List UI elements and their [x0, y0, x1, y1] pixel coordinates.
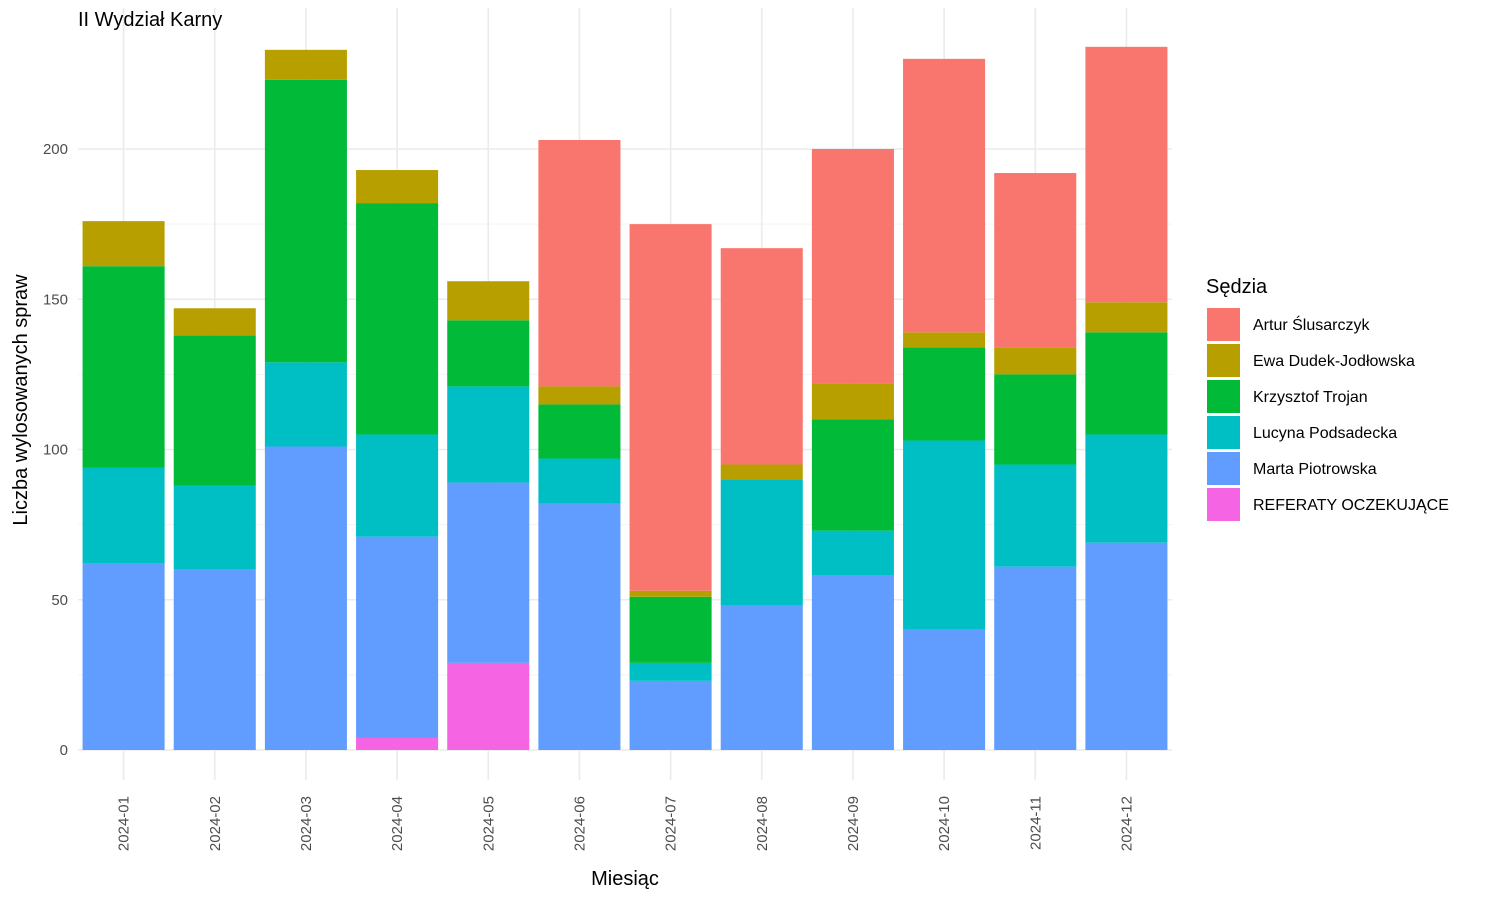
bar-segment — [1085, 434, 1168, 543]
legend-title: Sędzia — [1206, 276, 1268, 298]
bar-segment — [264, 79, 347, 363]
legend-entry-label: Krzysztof Trojan — [1253, 389, 1368, 406]
bar-segment — [538, 404, 621, 459]
x-tick-label: 2024-02 — [207, 796, 224, 851]
bar-segment — [629, 662, 712, 681]
bar-segment — [811, 149, 894, 384]
x-tick-label: 2024-09 — [845, 796, 862, 851]
legend-entry-label: Marta Piotrowska — [1253, 461, 1377, 478]
legend-entry-label: Lucyna Podsadecka — [1253, 425, 1397, 442]
bar-segment — [538, 503, 621, 750]
legend-entry-label: Ewa Dudek-Jodłowska — [1253, 353, 1415, 370]
bar-segment — [629, 590, 712, 597]
legend-swatch — [1207, 308, 1240, 341]
y-tick-label: 0 — [60, 742, 68, 759]
x-tick-label: 2024-10 — [936, 796, 953, 851]
bar-segment — [173, 335, 256, 486]
bar-segment — [903, 440, 986, 630]
bar-segment — [1085, 46, 1168, 303]
bar-segment — [1085, 302, 1168, 333]
bar-segment — [903, 347, 986, 441]
x-axis-title: Miesiąc — [591, 868, 659, 890]
legend-swatch — [1207, 380, 1240, 413]
bars — [82, 46, 1168, 750]
bar-segment — [447, 320, 530, 387]
x-tick-label: 2024-06 — [571, 796, 588, 851]
bar-segment — [447, 386, 530, 483]
bar-segment — [1085, 332, 1168, 435]
x-tick-label: 2024-07 — [663, 796, 680, 851]
y-axis-title: Liczba wylosowanych spraw — [10, 274, 32, 526]
bar-segment — [356, 170, 439, 204]
bar-segment — [903, 58, 986, 333]
bar-segment — [173, 485, 256, 570]
x-tick-label: 2024-01 — [116, 796, 133, 851]
x-tick-label: 2024-08 — [754, 796, 771, 851]
bar-segment — [720, 464, 803, 480]
bar-segment — [811, 383, 894, 420]
bar-segment — [811, 419, 894, 531]
bar-segment — [173, 308, 256, 336]
legend-entry-label: Artur Ślusarczyk — [1253, 315, 1370, 334]
chart-title: II Wydział Karny — [78, 9, 222, 31]
bar-segment — [447, 482, 530, 663]
bar-segment — [629, 224, 712, 591]
bar-segment — [538, 458, 621, 504]
bar-segment — [903, 332, 986, 348]
legend-swatch — [1207, 344, 1240, 377]
x-tick-label: 2024-04 — [389, 796, 406, 851]
bar-segment — [994, 173, 1077, 348]
bar-segment — [538, 139, 621, 387]
bar-segment — [720, 248, 803, 465]
legend-swatch — [1207, 452, 1240, 485]
y-tick-label: 150 — [43, 291, 68, 308]
bar-segment — [82, 467, 165, 564]
bar-segment — [538, 386, 621, 405]
bar-segment — [264, 49, 347, 80]
legend-entry-label: REFERATY OCZEKUJĄCE — [1253, 497, 1449, 514]
legend-swatch — [1207, 416, 1240, 449]
bar-segment — [356, 536, 439, 738]
bar-segment — [173, 569, 256, 750]
x-tick-label: 2024-12 — [1118, 796, 1135, 851]
bar-segment — [447, 281, 530, 321]
x-tick-label: 2024-11 — [1027, 796, 1044, 850]
bar-segment — [811, 530, 894, 576]
bar-segment — [356, 737, 439, 750]
bar-segment — [356, 434, 439, 537]
bar-segment — [903, 629, 986, 750]
bar-segment — [264, 362, 347, 447]
bar-segment — [82, 563, 165, 750]
bar-segment — [720, 479, 803, 606]
y-tick-label: 200 — [43, 141, 68, 158]
bar-segment — [720, 605, 803, 750]
bar-segment — [994, 347, 1077, 375]
x-axis-ticks: 2024-01 2024-02 2024-03 2024-04 2024-05 2024-… — [116, 796, 1136, 851]
legend: Sędzia Artur Ślusarczyk Ewa Dudek-Jodłows… — [1206, 276, 1449, 521]
bar-segment — [264, 446, 347, 750]
bar-segment — [447, 662, 530, 750]
bar-segment — [994, 464, 1077, 567]
bar-segment — [356, 203, 439, 435]
bar-segment — [629, 596, 712, 663]
bar-segment — [811, 575, 894, 750]
x-tick-label: 2024-03 — [298, 796, 315, 851]
bar-segment — [82, 266, 165, 468]
legend-swatch — [1207, 488, 1240, 521]
bar-segment — [82, 221, 165, 267]
y-tick-label: 100 — [43, 442, 68, 459]
bar-segment — [994, 566, 1077, 750]
bar-segment — [629, 680, 712, 750]
x-tick-label: 2024-05 — [480, 796, 497, 851]
y-tick-label: 50 — [51, 592, 68, 609]
bar-segment — [1085, 542, 1168, 750]
y-axis-ticks: 0 50 100 150 200 — [43, 141, 68, 759]
bar-segment — [994, 374, 1077, 465]
